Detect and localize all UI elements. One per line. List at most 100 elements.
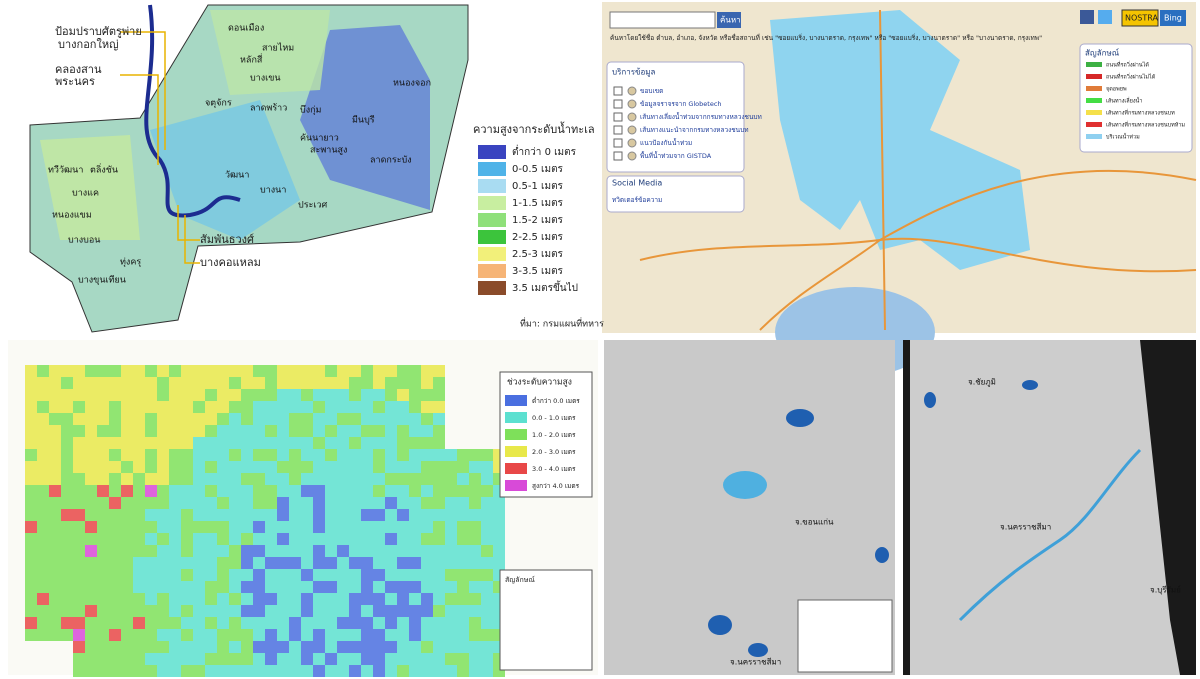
grid-cell xyxy=(133,437,145,449)
district-label: คันนายาว xyxy=(300,134,339,144)
search-button[interactable] xyxy=(717,12,741,28)
grid-cell xyxy=(337,653,349,665)
grid-cell xyxy=(193,641,205,653)
grid-cell xyxy=(289,497,301,509)
grid-cell xyxy=(253,425,265,437)
grid-cell xyxy=(241,533,253,545)
grid-cell xyxy=(229,389,241,401)
grid-cell xyxy=(169,365,181,377)
grid-cell xyxy=(253,605,265,617)
layer-checkbox[interactable] xyxy=(613,99,623,109)
grid-cell xyxy=(289,605,301,617)
grid-cell xyxy=(61,377,73,389)
grid-cell xyxy=(85,593,97,605)
grid-cell xyxy=(157,545,169,557)
grid-cell xyxy=(229,425,241,437)
grid-cell xyxy=(289,401,301,413)
grid-cell xyxy=(121,593,133,605)
layer-checkbox[interactable] xyxy=(613,112,623,122)
grid-cell xyxy=(241,617,253,629)
grid-cell xyxy=(313,425,325,437)
grid-cell xyxy=(217,545,229,557)
grid-cell xyxy=(121,413,133,425)
grid-cell xyxy=(169,641,181,653)
grid-cell xyxy=(337,605,349,617)
grid-cell xyxy=(181,605,193,617)
layer-label: แนวป้องกันน้ำท่วม xyxy=(640,138,692,147)
grid-cell xyxy=(109,389,121,401)
grid-cell xyxy=(145,653,157,665)
layer-checkbox[interactable] xyxy=(613,151,623,161)
grid-cell xyxy=(193,485,205,497)
grid-cell xyxy=(349,485,361,497)
search-input[interactable] xyxy=(609,11,716,29)
grid-cell xyxy=(313,437,325,449)
layer-checkbox[interactable] xyxy=(613,125,623,135)
district-label: ตลิ่งชัน xyxy=(90,163,118,176)
grid-cell xyxy=(325,401,337,413)
grid-cell xyxy=(337,497,349,509)
grid-cell xyxy=(409,521,421,533)
grid-cell xyxy=(349,593,361,605)
grid-cell xyxy=(49,581,61,593)
grid-cell xyxy=(241,641,253,653)
grid-cell xyxy=(349,401,361,413)
grid-cell xyxy=(25,425,37,437)
grid-cell xyxy=(61,485,73,497)
grid-cell xyxy=(241,377,253,389)
grid-cell xyxy=(421,389,433,401)
grid-cell xyxy=(421,425,433,437)
grid-cell xyxy=(469,605,481,617)
grid-cell xyxy=(217,605,229,617)
grid-cell xyxy=(397,581,409,593)
grid-cell xyxy=(433,665,445,677)
district-label: ทวีวัฒนา xyxy=(48,165,83,176)
grid-cell xyxy=(325,389,337,401)
grid-cell xyxy=(133,473,145,485)
layer-checkbox[interactable] xyxy=(613,86,623,96)
layer-checkbox[interactable] xyxy=(613,138,623,148)
grid-cell xyxy=(361,641,373,653)
grid-cell xyxy=(445,461,457,473)
grid-cell xyxy=(301,449,313,461)
grid-cell xyxy=(181,377,193,389)
grid-cell xyxy=(73,617,85,629)
district-label: บางบอน xyxy=(68,236,100,246)
facebook-icon[interactable] xyxy=(1080,10,1094,24)
grid-cell xyxy=(61,593,73,605)
grid-cell xyxy=(397,461,409,473)
grid-cell xyxy=(73,425,85,437)
grid-cell xyxy=(229,485,241,497)
grid-cell xyxy=(157,581,169,593)
grid-cell xyxy=(181,557,193,569)
grid-cell xyxy=(133,377,145,389)
grid-cell xyxy=(373,425,385,437)
grid-cell xyxy=(493,521,505,533)
grid-cell xyxy=(61,521,73,533)
grid-cell xyxy=(457,653,469,665)
grid-cell xyxy=(181,365,193,377)
grid-cell xyxy=(157,641,169,653)
grid-cell xyxy=(37,557,49,569)
grid-cell xyxy=(445,593,457,605)
grid-cell xyxy=(181,449,193,461)
grid-cell xyxy=(361,425,373,437)
grid-cell xyxy=(373,437,385,449)
grid-cell xyxy=(385,533,397,545)
grid-cell xyxy=(265,509,277,521)
grid-cell xyxy=(373,449,385,461)
grid-cell xyxy=(301,521,313,533)
grid-cell xyxy=(373,389,385,401)
grid-cell xyxy=(73,485,85,497)
grid-cell xyxy=(73,473,85,485)
grid-cell xyxy=(253,593,265,605)
bing-button[interactable] xyxy=(1160,10,1186,26)
grid-cell xyxy=(373,365,385,377)
grid-cell xyxy=(133,389,145,401)
nostra-button[interactable] xyxy=(1121,9,1159,27)
grid-cell xyxy=(277,413,289,425)
legend-swatch xyxy=(478,264,506,278)
grid-cell xyxy=(97,509,109,521)
twitter-icon[interactable] xyxy=(1098,10,1112,24)
grid-cell xyxy=(325,533,337,545)
